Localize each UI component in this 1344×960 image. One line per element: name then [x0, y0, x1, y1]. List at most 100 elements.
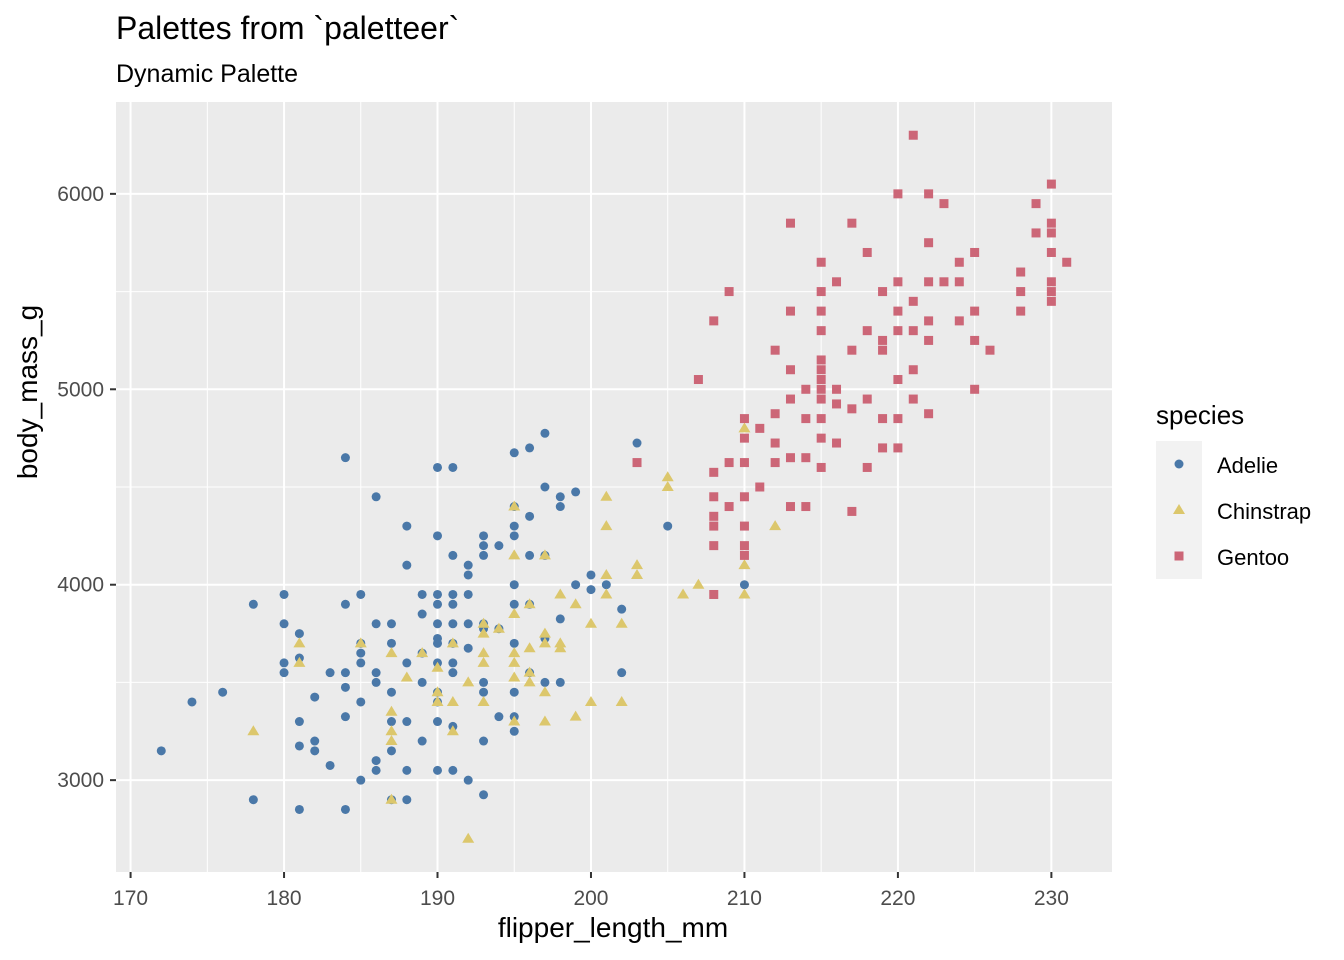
- point-gentoo: [832, 277, 842, 287]
- point-adelie: [509, 448, 519, 458]
- point-adelie: [571, 580, 581, 590]
- point-gentoo: [954, 277, 964, 287]
- point-chinstrap: [446, 695, 459, 706]
- point-adelie: [463, 619, 473, 629]
- point-gentoo: [801, 453, 811, 463]
- point-gentoo: [970, 384, 980, 394]
- point-gentoo: [878, 345, 888, 355]
- legend-square-icon: [1174, 551, 1184, 561]
- point-chinstrap: [538, 549, 551, 560]
- point-gentoo: [1062, 257, 1072, 267]
- point-adelie: [433, 531, 443, 541]
- point-adelie: [402, 795, 412, 805]
- point-adelie: [494, 541, 504, 551]
- point-chinstrap: [600, 520, 613, 531]
- point-gentoo: [1046, 296, 1056, 306]
- point-gentoo: [908, 326, 918, 336]
- point-chinstrap: [569, 710, 582, 721]
- point-gentoo: [847, 218, 857, 228]
- point-adelie: [525, 550, 535, 560]
- point-adelie: [632, 438, 642, 448]
- point-adelie: [310, 746, 320, 756]
- point-gentoo: [970, 247, 980, 257]
- point-gentoo: [939, 277, 949, 287]
- point-adelie: [479, 550, 489, 560]
- point-gentoo: [785, 502, 795, 512]
- point-gentoo: [770, 438, 780, 448]
- point-gentoo: [816, 375, 826, 385]
- point-chinstrap: [247, 725, 260, 736]
- point-chinstrap: [600, 490, 613, 501]
- point-gentoo: [739, 541, 749, 551]
- point-adelie: [386, 717, 396, 727]
- point-adelie: [463, 775, 473, 785]
- point-gentoo: [724, 458, 734, 468]
- point-adelie: [448, 462, 458, 472]
- point-gentoo: [816, 355, 826, 365]
- point-chinstrap: [538, 637, 551, 648]
- point-adelie: [340, 682, 350, 692]
- x-tick-label: 200: [573, 887, 608, 910]
- point-gentoo: [847, 404, 857, 414]
- point-gentoo: [770, 345, 780, 355]
- point-adelie: [310, 736, 320, 746]
- point-chinstrap: [508, 671, 521, 682]
- point-chinstrap: [523, 642, 536, 653]
- point-chinstrap: [446, 725, 459, 736]
- point-gentoo: [816, 257, 826, 267]
- point-gentoo: [755, 423, 765, 433]
- point-chinstrap: [600, 588, 613, 599]
- point-adelie: [586, 570, 596, 580]
- point-gentoo: [709, 541, 719, 551]
- point-adelie: [386, 638, 396, 648]
- point-adelie: [371, 668, 381, 678]
- point-adelie: [509, 580, 519, 590]
- point-adelie: [371, 677, 381, 687]
- point-adelie: [417, 677, 427, 687]
- point-adelie: [448, 658, 458, 668]
- point-gentoo: [893, 189, 903, 199]
- point-chinstrap: [400, 671, 413, 682]
- point-adelie: [356, 658, 366, 668]
- point-adelie: [463, 570, 473, 580]
- point-adelie: [294, 741, 304, 751]
- x-axis-label: flipper_length_mm: [497, 912, 729, 943]
- point-adelie: [479, 531, 489, 541]
- point-adelie: [509, 599, 519, 609]
- point-adelie: [294, 717, 304, 727]
- point-gentoo: [954, 257, 964, 267]
- point-adelie: [479, 677, 489, 687]
- point-adelie: [218, 687, 228, 697]
- point-gentoo: [862, 394, 872, 404]
- point-adelie: [371, 492, 381, 502]
- point-adelie: [325, 760, 335, 770]
- legend-circle-icon: [1174, 459, 1184, 469]
- point-gentoo: [816, 384, 826, 394]
- point-adelie: [294, 804, 304, 814]
- point-adelie: [479, 736, 489, 746]
- point-adelie: [739, 580, 749, 590]
- point-adelie: [433, 599, 443, 609]
- point-gentoo: [832, 384, 842, 394]
- point-adelie: [402, 717, 412, 727]
- point-adelie: [356, 697, 366, 707]
- point-adelie: [371, 619, 381, 629]
- point-gentoo: [785, 306, 795, 316]
- point-adelie: [402, 765, 412, 775]
- point-adelie: [248, 795, 258, 805]
- point-adelie: [402, 658, 412, 668]
- point-chinstrap: [431, 695, 444, 706]
- point-adelie: [433, 589, 443, 599]
- point-gentoo: [816, 462, 826, 472]
- point-gentoo: [755, 482, 765, 492]
- legend-title: species: [1156, 400, 1245, 430]
- point-adelie: [371, 765, 381, 775]
- point-gentoo: [908, 365, 918, 375]
- point-adelie: [540, 677, 550, 687]
- point-gentoo: [939, 199, 949, 209]
- x-tick-label: 170: [113, 887, 148, 910]
- point-adelie: [448, 765, 458, 775]
- point-gentoo: [893, 414, 903, 424]
- point-chinstrap: [385, 647, 398, 658]
- point-adelie: [279, 658, 289, 668]
